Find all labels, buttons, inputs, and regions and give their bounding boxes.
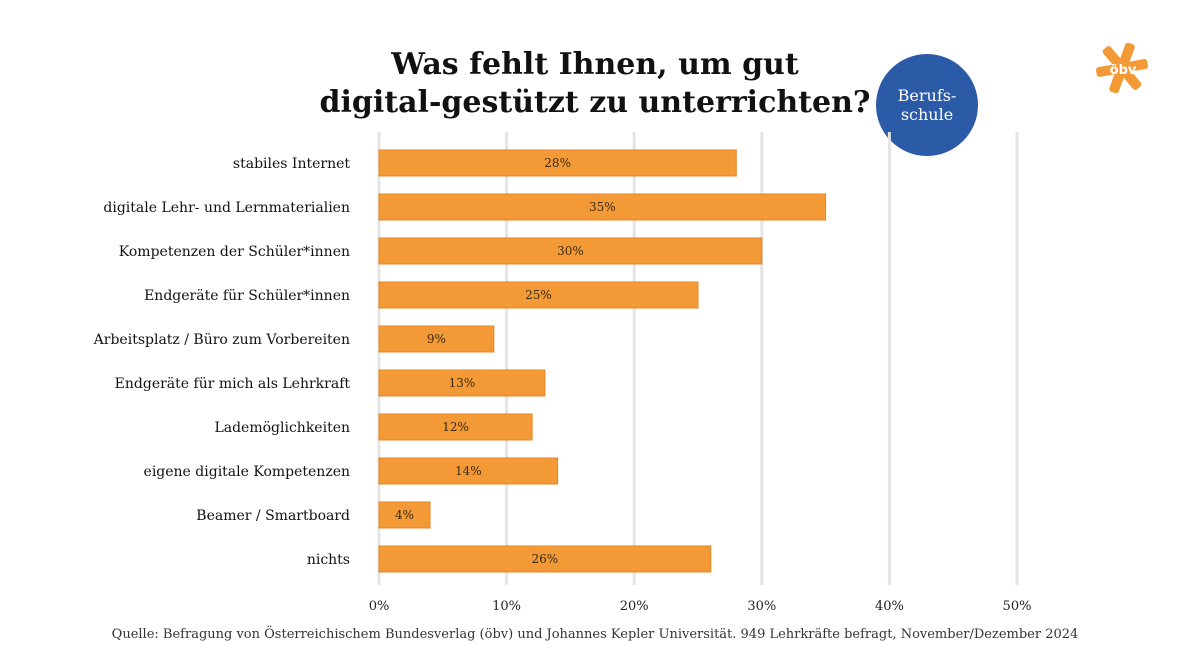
bar [378,281,699,309]
x-tick-label: 30% [747,599,776,614]
bar-value-label: 26% [532,552,559,566]
bar-value-label: 4% [395,508,414,522]
category-label: Endgeräte für mich als Lehrkraft [115,376,351,392]
category-label: Endgeräte für Schüler*innen [144,288,350,304]
bar-value-label: 30% [557,244,584,258]
oebv-logo-icon: öbv [1096,42,1148,94]
category-label: Kompetenzen der Schüler*innen [119,244,350,260]
category-label: stabiles Internet [233,156,350,172]
category-label: Beamer / Smartboard [196,508,350,524]
badge-line-1: Berufs- [897,86,957,105]
category-label: Lademöglichkeiten [214,420,350,436]
bar [378,325,495,353]
bar-value-label: 12% [442,420,469,434]
x-tick-label: 40% [875,599,904,614]
bar [378,545,712,573]
bar-value-label: 13% [449,376,476,390]
source-note: Quelle: Befragung von Österreichischem B… [111,627,1079,642]
bar-value-label: 25% [525,288,552,302]
logo-burst [1096,42,1148,94]
bar [378,413,533,441]
bar-value-label: 9% [427,332,446,346]
x-tick-label: 50% [1003,599,1032,614]
x-tick-label: 20% [620,599,649,614]
bar [378,193,827,221]
bar [378,501,431,529]
bar [378,369,546,397]
logo-arm-3 [1102,46,1142,90]
chart-title-line-2: digital-gestützt zu unterrichten? [319,85,871,120]
bar [378,457,559,485]
chart-title-line-1: Was fehlt Ihnen, um gut [391,47,799,82]
category-label: nichts [307,552,350,568]
bar-chart: 0% 10% 20% 30% 40% 50% 28% stabiles Internet 35%… [93,132,1032,614]
bar-value-label: 14% [455,464,482,478]
category-label: eigene digitale Kompetenzen [144,464,350,480]
bar-value-label: 35% [589,200,616,214]
badge-line-2: schule [900,105,954,124]
chart-title: Was fehlt Ihnen, um gut digital-gestützt… [270,46,920,122]
school-type-badge: Berufs- schule [876,54,978,156]
category-label: digitale Lehr- und Lernmaterialien [103,200,350,216]
bar [378,149,737,177]
bar [378,237,763,265]
category-label: Arbeitsplatz / Büro zum Vorbereiten [93,332,350,348]
x-tick-label: 10% [492,599,521,614]
bar-value-label: 28% [544,156,571,170]
logo-text: öbv [1110,63,1137,78]
x-tick-label: 0% [369,599,390,614]
